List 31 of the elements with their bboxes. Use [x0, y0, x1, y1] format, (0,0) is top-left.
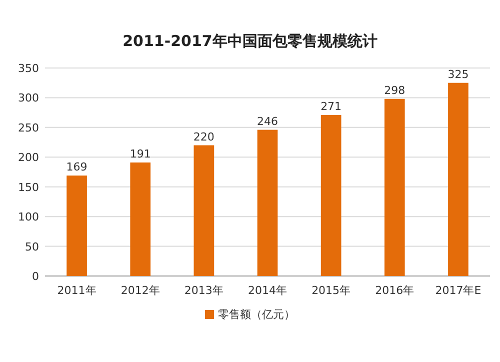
y-tick-label: 250 — [18, 121, 39, 134]
x-tick-label: 2014年 — [248, 284, 287, 297]
data-label: 325 — [448, 68, 469, 81]
data-label: 191 — [130, 147, 151, 160]
y-tick-label: 200 — [18, 151, 39, 164]
x-tick-label: 2015年 — [312, 284, 351, 297]
bar — [130, 162, 151, 276]
bar — [448, 82, 468, 276]
x-tick-label: 2016年 — [375, 284, 414, 297]
bar — [194, 145, 214, 276]
y-tick-label: 300 — [18, 92, 39, 105]
bar — [66, 176, 87, 276]
legend-label: 零售额（亿元） — [218, 308, 295, 321]
y-tick-label: 350 — [18, 62, 39, 75]
y-tick-label: 0 — [32, 270, 39, 283]
x-tick-label: 2011年 — [57, 284, 96, 297]
bar — [257, 130, 278, 276]
data-label: 246 — [257, 114, 278, 128]
y-tick-label: 50 — [25, 240, 39, 254]
x-tick-label: 2013年 — [184, 284, 224, 297]
chart-title: 2011-2017年中国面包零售规模统计 — [122, 32, 378, 50]
bar — [320, 114, 342, 276]
y-tick-label: 100 — [18, 210, 39, 224]
y-tick-label: 150 — [18, 180, 39, 194]
data-label: 271 — [320, 100, 342, 113]
data-label: 220 — [193, 130, 214, 144]
data-label: 298 — [384, 84, 406, 97]
x-tick-label: 2012年 — [120, 284, 160, 297]
bar — [384, 98, 405, 276]
x-tick-label: 2017年E — [435, 284, 482, 297]
data-label: 169 — [66, 160, 88, 174]
